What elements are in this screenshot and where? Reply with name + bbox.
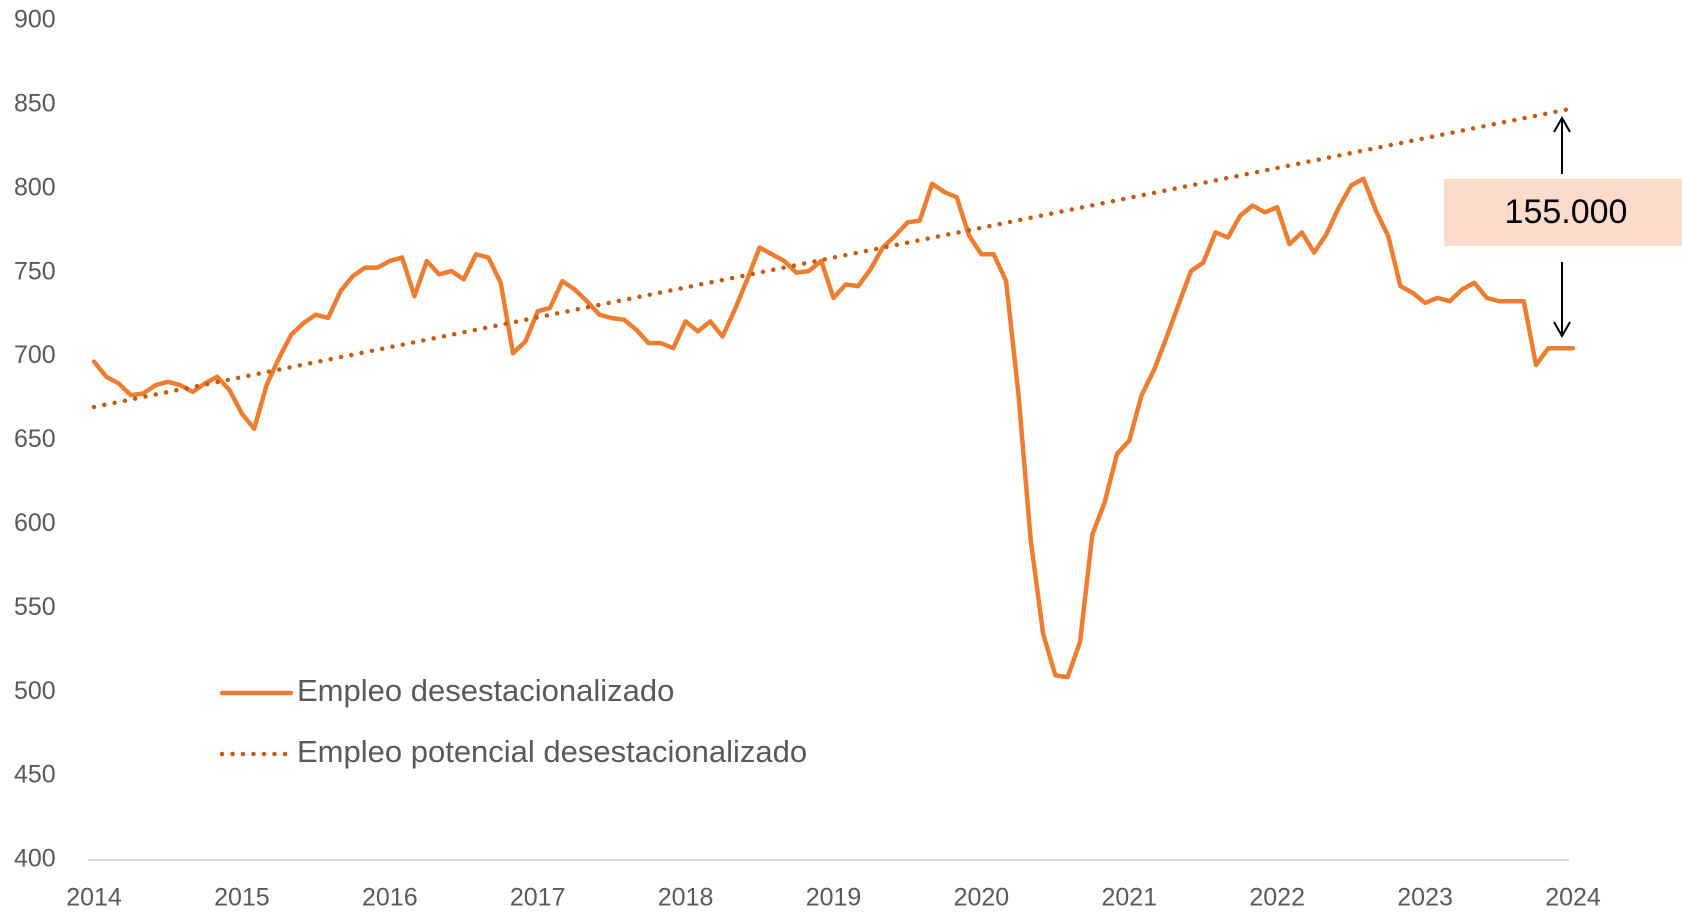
x-tick-label: 2021 xyxy=(1101,884,1157,912)
y-tick-label: 600 xyxy=(14,509,56,537)
annotation-arrows xyxy=(1553,115,1571,339)
x-tick-label: 2014 xyxy=(66,884,122,912)
series-line xyxy=(91,176,1576,680)
x-tick-label: 2020 xyxy=(954,884,1010,912)
y-tick-label: 550 xyxy=(14,593,56,621)
y-tick-label: 450 xyxy=(14,761,56,789)
series-line xyxy=(91,106,1576,410)
x-tick-label: 2023 xyxy=(1397,884,1453,912)
y-tick-label: 500 xyxy=(14,677,56,705)
y-tick-label: 700 xyxy=(14,341,56,369)
legend-label: Empleo potencial desestacionalizado xyxy=(297,734,807,769)
x-tick-label: 2019 xyxy=(806,884,862,912)
legend-label: Empleo desestacionalizado xyxy=(297,673,674,708)
x-tick-label: 2015 xyxy=(214,884,270,912)
x-tick-label: 2018 xyxy=(658,884,714,912)
y-tick-label: 750 xyxy=(14,257,56,285)
annotation-box xyxy=(1444,179,1682,246)
annotation: 155.000 xyxy=(1505,193,1628,231)
y-tick-label: 850 xyxy=(14,90,56,118)
y-tick-label: 900 xyxy=(14,6,56,34)
y-tick-label: 800 xyxy=(14,173,56,201)
x-tick-label: 2024 xyxy=(1545,884,1601,912)
x-tick-label: 2016 xyxy=(362,884,418,912)
x-tick-label: 2022 xyxy=(1249,884,1305,912)
y-tick-label: 650 xyxy=(14,425,56,453)
y-tick-label: 400 xyxy=(14,845,56,873)
x-tick-label: 2017 xyxy=(510,884,566,912)
